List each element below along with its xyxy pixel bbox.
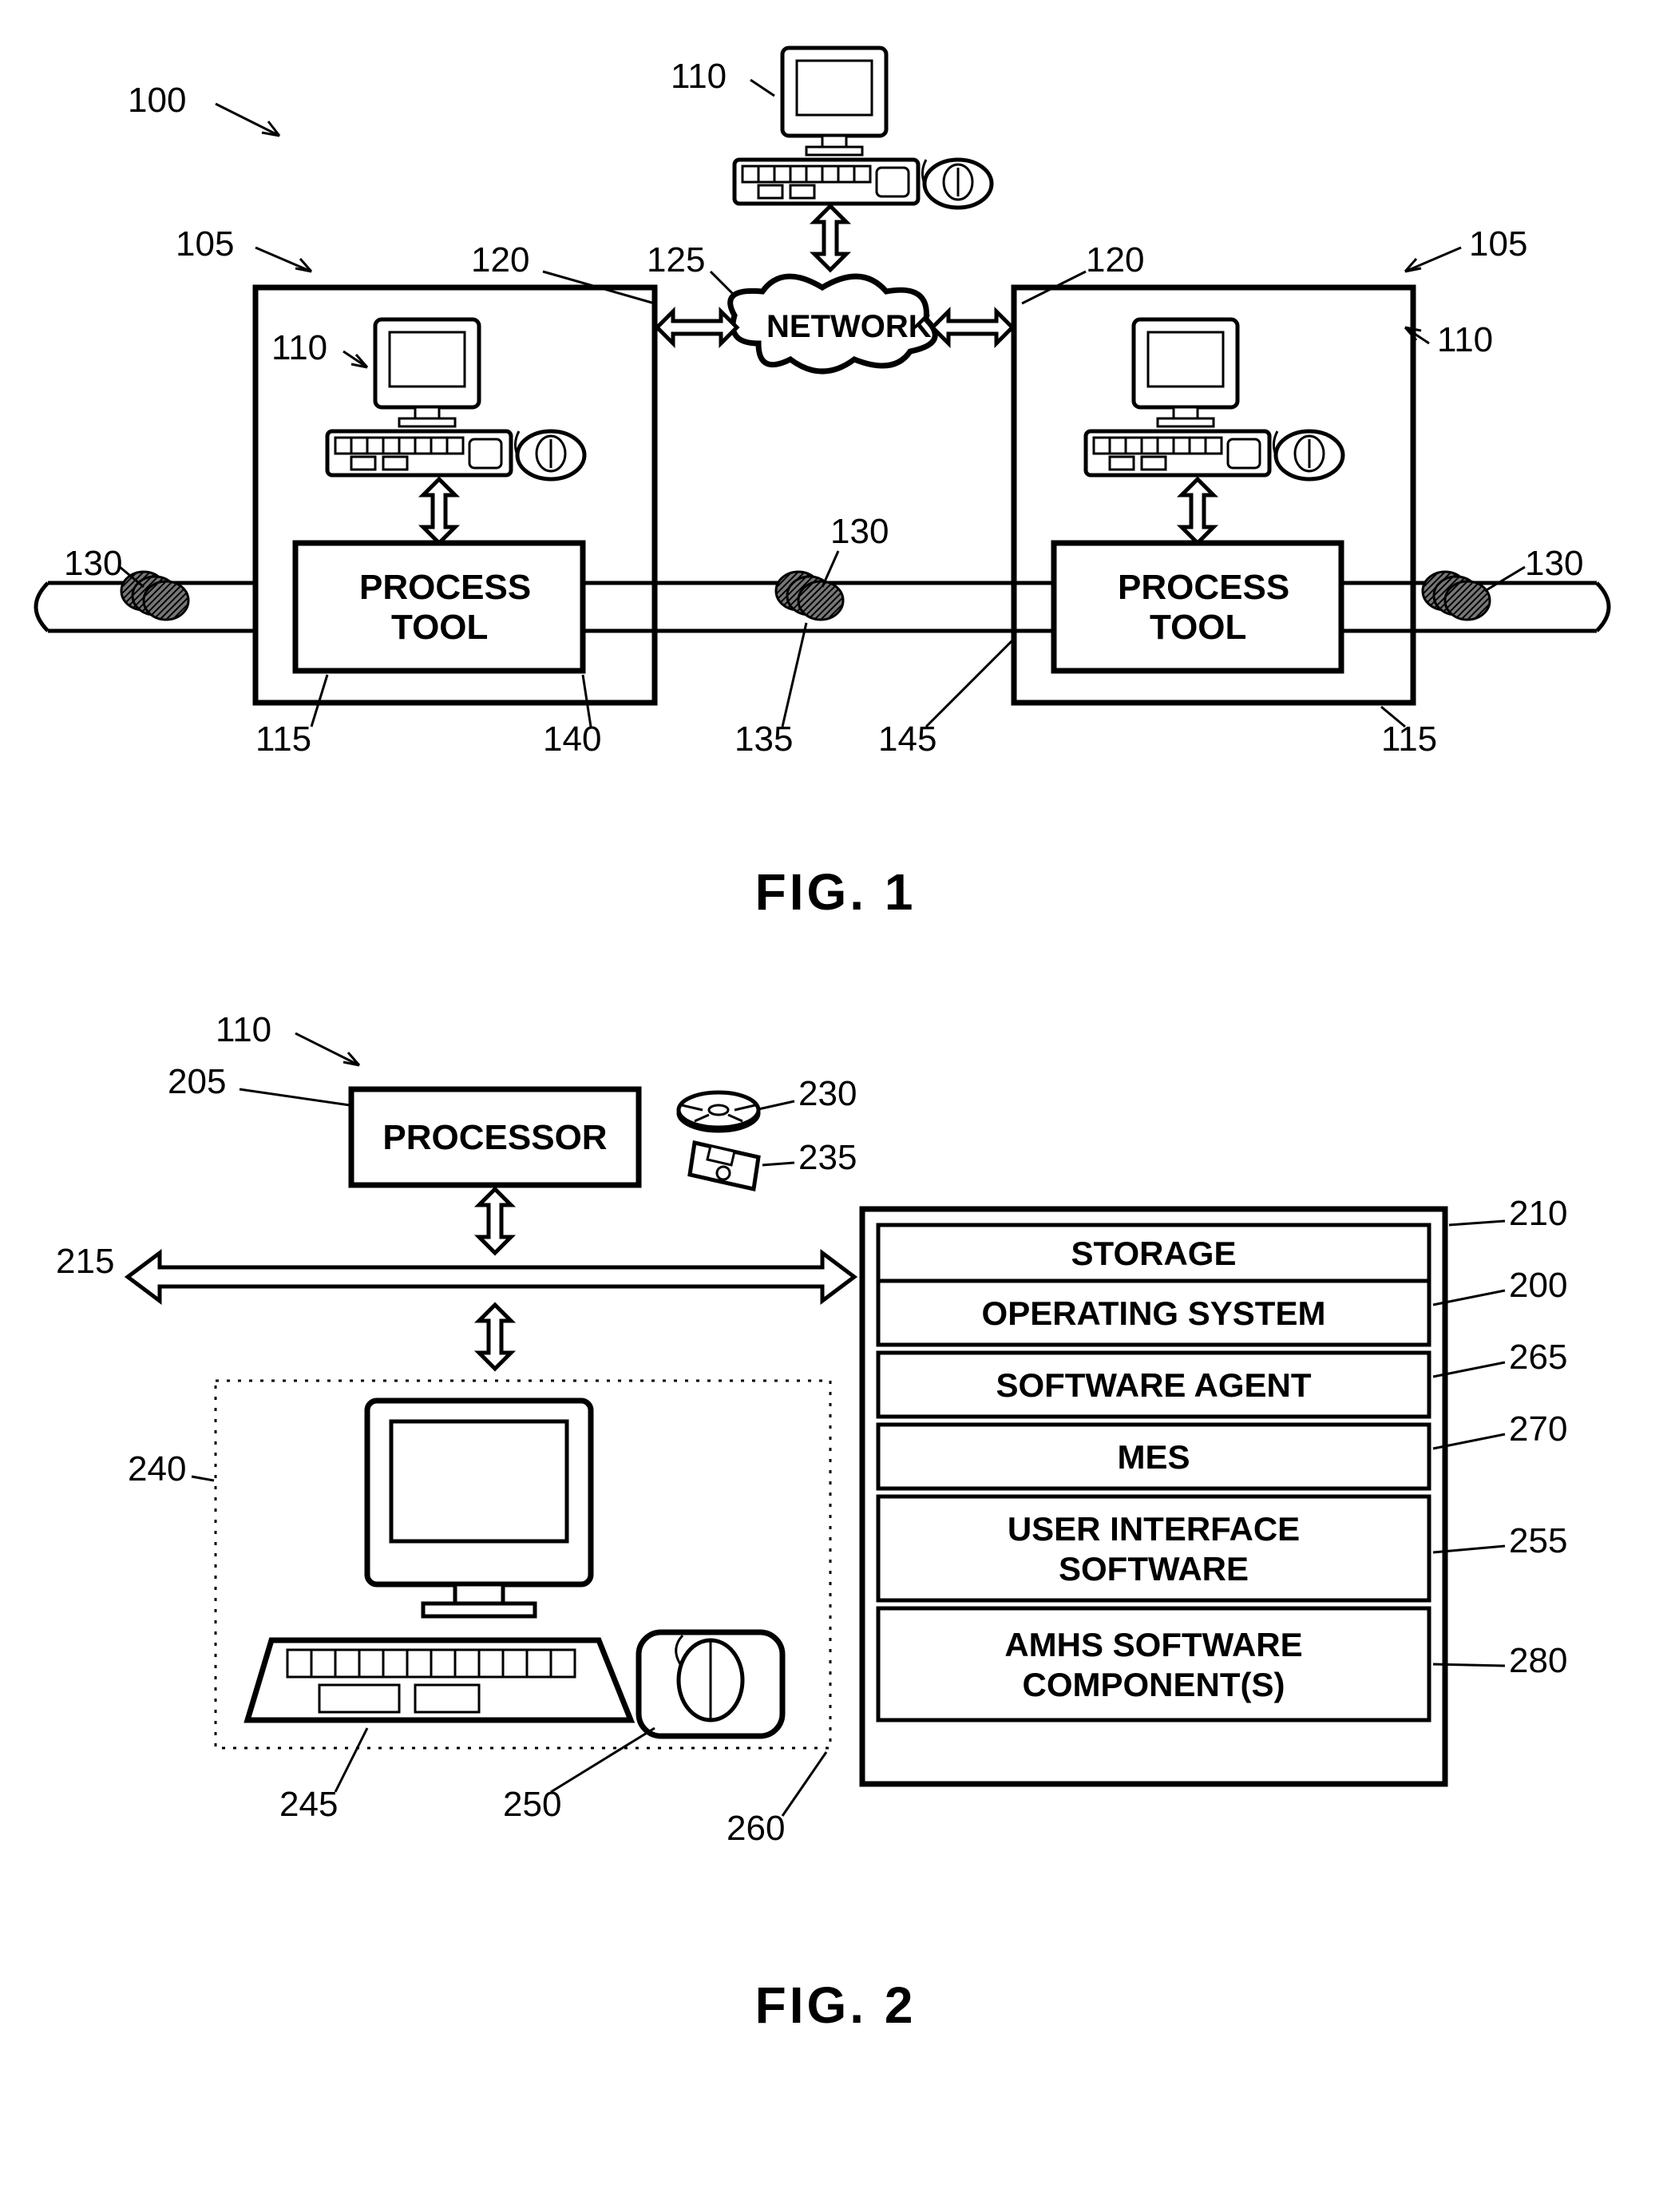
label-215: 215: [56, 1242, 114, 1281]
label-115-right: 115: [1381, 719, 1437, 759]
label-255: 255: [1509, 1521, 1567, 1560]
mes-text: MES: [1117, 1438, 1190, 1476]
storage-stack: STORAGE OPERATING SYSTEM SOFTWARE AGENT …: [862, 1209, 1445, 1784]
label-130-right: 130: [1525, 544, 1583, 583]
wafers-left: [121, 572, 188, 620]
label-200: 200: [1509, 1266, 1567, 1305]
label-135: 135: [735, 719, 793, 759]
figure-1-diagram: 100 110 NETWORK 125 105 120 110 PROCESS …: [32, 32, 1639, 830]
label-240: 240: [128, 1449, 186, 1489]
label-270: 270: [1509, 1409, 1567, 1449]
label-120-left: 120: [471, 240, 529, 279]
label-110-top: 110: [671, 57, 727, 96]
label-125: 125: [647, 240, 705, 279]
processor-text: PROCESSOR: [382, 1118, 607, 1157]
figure-2-diagram: 110 PROCESSOR 205 215 240 245 250 260 23…: [32, 985, 1639, 1944]
wafers-right: [1423, 572, 1490, 620]
label-100: 100: [128, 81, 186, 120]
label-105-right: 105: [1469, 224, 1527, 264]
disk-icon: [679, 1092, 758, 1131]
wafers-mid: [776, 572, 843, 620]
process-tool-2-l2: TOOL: [1150, 608, 1246, 647]
label-235: 235: [798, 1138, 857, 1177]
label-120-right: 120: [1086, 240, 1144, 279]
network-text: NETWORK: [766, 309, 932, 344]
ui-text-1: USER INTERFACE: [1008, 1510, 1300, 1548]
label-230: 230: [798, 1074, 857, 1113]
label-115-left: 115: [255, 719, 311, 759]
process-tool-1-l1: PROCESS: [359, 568, 531, 607]
label-130-left: 130: [64, 544, 122, 583]
label-130-mid: 130: [830, 512, 889, 551]
agent-text: SOFTWARE AGENT: [996, 1366, 1311, 1404]
label-110-fig2: 110: [216, 1010, 271, 1049]
label-260: 260: [727, 1809, 785, 1848]
storage-text: STORAGE: [1071, 1235, 1237, 1272]
ui-text-2: SOFTWARE: [1059, 1550, 1249, 1588]
amhs-text-2: COMPONENT(S): [1023, 1666, 1285, 1703]
amhs-text-1: AMHS SOFTWARE: [1004, 1626, 1302, 1663]
fig2-caption: FIG. 2: [32, 1976, 1639, 2035]
label-110-right: 110: [1437, 320, 1493, 359]
os-text: OPERATING SYSTEM: [982, 1294, 1326, 1332]
floppy-icon: [690, 1143, 758, 1189]
fig1-caption: FIG. 1: [32, 862, 1639, 922]
label-245: 245: [279, 1785, 338, 1824]
label-105-left: 105: [176, 224, 234, 264]
process-tool-1-l2: TOOL: [391, 608, 488, 647]
label-140: 140: [543, 719, 601, 759]
label-280: 280: [1509, 1641, 1567, 1680]
label-210: 210: [1509, 1194, 1567, 1233]
label-205: 205: [168, 1062, 226, 1101]
process-tool-2-l1: PROCESS: [1118, 568, 1289, 607]
label-265: 265: [1509, 1338, 1567, 1377]
label-110-left: 110: [271, 328, 327, 367]
